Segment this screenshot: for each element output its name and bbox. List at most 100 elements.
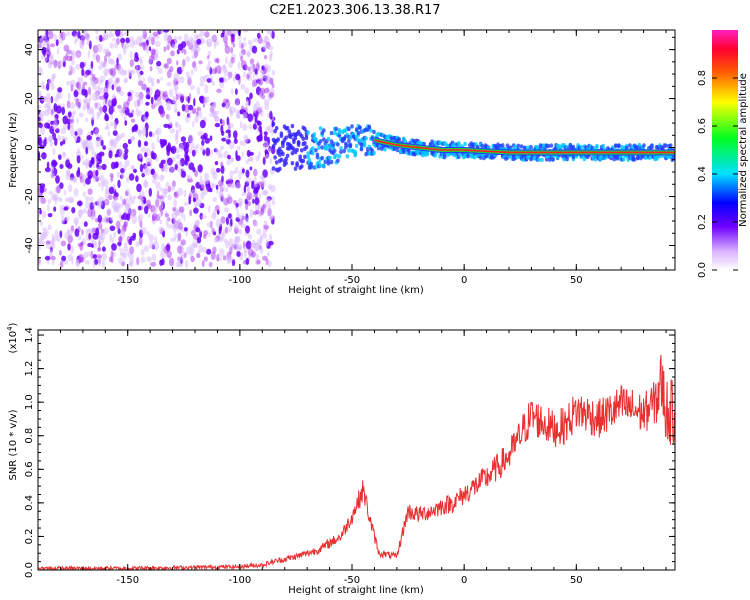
noise-blob <box>150 205 156 213</box>
noise-blob <box>225 180 230 185</box>
noise-blob <box>101 163 107 171</box>
noise-blob <box>158 213 162 219</box>
noise-blob <box>235 98 240 106</box>
noise-blob <box>77 209 84 218</box>
noise-blob <box>189 85 195 91</box>
noise-blob <box>247 233 253 240</box>
noise-blob <box>128 173 135 181</box>
noise-blob <box>203 256 208 262</box>
noise-blob <box>109 217 114 222</box>
noise-blob <box>57 87 63 93</box>
noise-blob <box>239 228 242 235</box>
noise-blob <box>204 31 210 38</box>
noise-blob <box>214 66 218 75</box>
noise-blob <box>124 148 129 154</box>
signal-blob <box>328 144 332 149</box>
y-tick-label: 0.0 <box>24 562 35 578</box>
signal-blob <box>364 136 368 141</box>
noise-blob <box>214 161 219 166</box>
noise-blob <box>245 176 252 184</box>
signal-blob <box>337 154 342 159</box>
noise-blob <box>249 251 252 258</box>
noise-blob <box>222 119 225 127</box>
axes-bottom: -150 -100 -50 0 50 0.0 0.2 0.4 0.6 0.8 1.0 1.2 1.4 <box>24 327 675 586</box>
noise-blob <box>114 42 118 49</box>
noise-blob <box>167 142 171 151</box>
noise-blob <box>198 60 203 65</box>
noise-blob <box>70 51 75 56</box>
noise-blob <box>136 35 142 45</box>
noise-blob <box>86 228 93 233</box>
noise-blob <box>218 179 224 187</box>
noise-blob <box>156 134 160 143</box>
noise-blob <box>44 167 51 173</box>
noise-blob <box>243 71 246 78</box>
noise-blob <box>38 192 42 197</box>
noise-blob <box>244 87 250 94</box>
noise-blob <box>150 36 155 46</box>
noise-blob <box>117 134 123 140</box>
noise-blob <box>67 92 71 101</box>
signal-blob <box>617 143 621 148</box>
snr-line <box>38 354 675 570</box>
x-tick-label: 0 <box>461 275 467 286</box>
signal-blob <box>329 130 334 136</box>
noise-blob <box>102 105 108 114</box>
noise-blob <box>178 206 185 213</box>
noise-blob <box>247 39 253 46</box>
noise-blob <box>165 181 170 188</box>
noise-blob <box>92 52 98 60</box>
noise-blob <box>123 101 129 110</box>
noise-blob <box>166 105 172 111</box>
noise-blob <box>92 260 96 269</box>
signal-blob <box>336 158 340 163</box>
noise-blob <box>38 257 42 266</box>
x-tick-label: -100 <box>229 575 252 586</box>
noise-blob <box>123 69 128 76</box>
noise-blob <box>126 212 131 221</box>
noise-blob <box>242 241 246 249</box>
noise-blob <box>241 168 245 174</box>
noise-blob <box>256 253 259 260</box>
noise-blob <box>163 62 169 69</box>
noise-blob <box>66 229 73 236</box>
noise-blob <box>163 46 167 52</box>
noise-blob <box>107 101 113 107</box>
noise-blob <box>198 180 204 186</box>
signal-blob <box>337 133 342 138</box>
noise-blob <box>156 60 162 67</box>
noise-blob <box>142 127 147 137</box>
noise-blob <box>61 255 67 262</box>
noise-blob <box>245 99 249 107</box>
noise-blob <box>123 220 129 228</box>
noise-blob <box>263 189 269 196</box>
noise-blob <box>93 151 97 161</box>
noise-blob <box>240 83 246 90</box>
noise-blob <box>60 215 65 224</box>
noise-blob <box>76 136 81 143</box>
noise-blob <box>183 189 187 198</box>
noise-blob <box>166 223 173 229</box>
noise-blob <box>268 260 272 268</box>
noise-blob <box>127 91 132 97</box>
noise-blob <box>98 182 101 187</box>
noise-blob <box>180 239 186 246</box>
colorbar-tick-label: 0.8 <box>697 70 708 86</box>
noise-blob <box>64 197 70 203</box>
noise-blob <box>134 52 139 59</box>
noise-blob <box>252 73 256 79</box>
noise-blob <box>146 256 152 263</box>
noise-blob <box>110 67 117 77</box>
noise-blob <box>177 256 182 264</box>
noise-blob <box>55 39 59 47</box>
noise-blob <box>187 178 194 183</box>
noise-blob <box>197 131 204 136</box>
noise-blob <box>258 192 262 200</box>
noise-blob <box>165 219 169 227</box>
noise-blob <box>234 224 239 230</box>
noise-blob <box>154 235 158 245</box>
noise-blob <box>195 198 202 207</box>
colorbar-tick-label: 0.4 <box>697 166 708 182</box>
signal-blob <box>593 157 598 162</box>
noise-blob <box>82 208 87 214</box>
